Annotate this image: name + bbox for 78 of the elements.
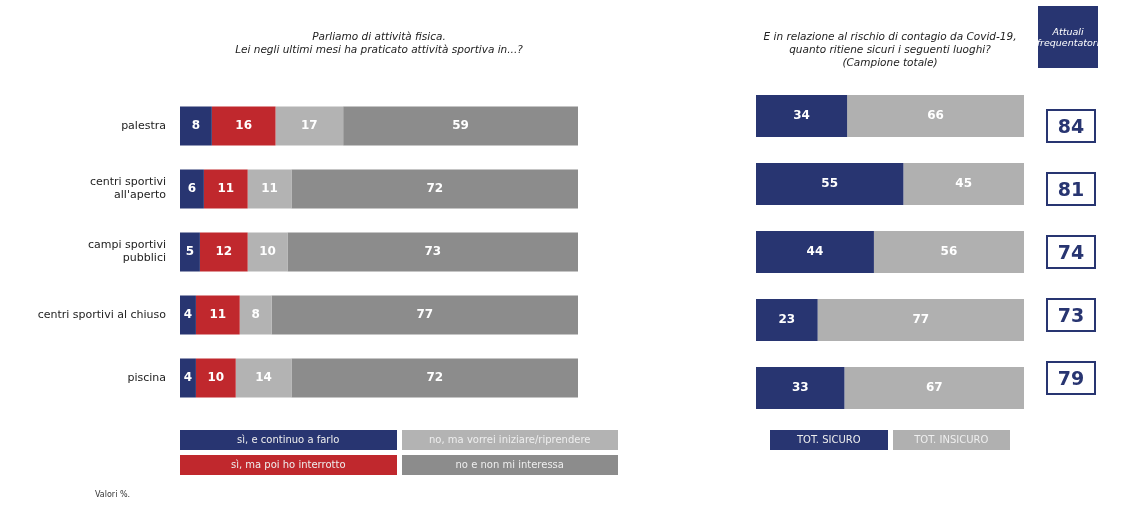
data-label: 4 bbox=[183, 370, 193, 385]
bar bbox=[343, 106, 578, 146]
bar bbox=[211, 106, 276, 146]
bar bbox=[756, 94, 848, 138]
data-label: 72 bbox=[426, 181, 444, 196]
bar bbox=[247, 232, 288, 272]
data-label: 45 bbox=[955, 176, 973, 191]
bar bbox=[180, 232, 200, 272]
data-label: 34 bbox=[793, 108, 810, 123]
data-label: 23 bbox=[778, 312, 796, 327]
chart-title: Parliamo di attività fisica. Lei negli ultimi mesi ha praticato attività sportiva in...? bbox=[234, 30, 524, 56]
data-label: 33 bbox=[791, 380, 809, 395]
text: sì, e continuo a farlo bbox=[180, 430, 397, 450]
y-tick-label: palestra bbox=[121, 118, 166, 132]
data-label: 84 bbox=[1046, 109, 1096, 144]
data-label: 77 bbox=[416, 307, 434, 322]
bar bbox=[247, 169, 292, 209]
bar bbox=[847, 94, 1024, 138]
data-label: 81 bbox=[1046, 172, 1096, 207]
data-label: 8 bbox=[191, 118, 201, 133]
data-label: 6 bbox=[187, 181, 197, 196]
bar bbox=[239, 295, 272, 335]
data-label: 55 bbox=[821, 176, 839, 191]
text: sì, ma poi ho interrotto bbox=[180, 455, 397, 475]
y-tick-label: centri sportivi al chiuso bbox=[37, 307, 167, 321]
data-label: 56 bbox=[940, 244, 958, 259]
data-label: 74 bbox=[1046, 235, 1096, 269]
text: TOT. SICURO bbox=[770, 430, 888, 450]
data-label: 10 bbox=[207, 370, 225, 385]
bar bbox=[203, 169, 248, 209]
text: no e non mi interessa bbox=[401, 455, 618, 475]
data-label: 11 bbox=[209, 307, 227, 322]
bar bbox=[195, 358, 236, 398]
bar bbox=[287, 232, 578, 272]
bar bbox=[180, 358, 196, 398]
data-label: 11 bbox=[261, 181, 278, 196]
bar bbox=[844, 366, 1024, 410]
bar bbox=[873, 230, 1024, 274]
text: Valori %. bbox=[95, 490, 131, 499]
y-tick-label: campi sportivi pubblici bbox=[88, 238, 166, 265]
data-label: 67 bbox=[925, 380, 943, 395]
data-label: 77 bbox=[912, 312, 930, 327]
data-label: 66 bbox=[927, 108, 944, 123]
bar bbox=[195, 295, 240, 335]
data-label: 14 bbox=[255, 370, 272, 385]
y-tick-label: centri sportivi all'aperto bbox=[89, 175, 167, 202]
bar bbox=[756, 162, 904, 206]
bar bbox=[291, 169, 578, 209]
bar bbox=[180, 295, 196, 335]
bar bbox=[756, 366, 845, 410]
data-label: 8 bbox=[251, 307, 260, 322]
text: TOT. INSICURO bbox=[892, 430, 1010, 450]
bar bbox=[756, 230, 874, 274]
bar bbox=[903, 162, 1024, 206]
y-tick-label: piscina bbox=[127, 370, 166, 384]
bar bbox=[275, 106, 344, 146]
data-label: 17 bbox=[301, 118, 318, 133]
chart-title: E in relazione al rischio di contagio da Covid-19, quanto ritiene sicuri i seguenti luoghi? (Campione totale) bbox=[762, 30, 1018, 69]
data-label: 79 bbox=[1046, 360, 1096, 395]
bar bbox=[180, 106, 212, 146]
bar bbox=[235, 358, 292, 398]
data-label: 12 bbox=[215, 244, 233, 259]
bar bbox=[180, 169, 204, 209]
data-label: 16 bbox=[235, 118, 253, 133]
data-label: 44 bbox=[806, 244, 824, 259]
bar bbox=[817, 298, 1024, 342]
data-label: 11 bbox=[217, 181, 235, 196]
bar bbox=[199, 232, 248, 272]
data-label: 59 bbox=[452, 118, 469, 133]
bar bbox=[291, 358, 578, 398]
data-label: 73 bbox=[424, 244, 442, 259]
bar bbox=[756, 298, 818, 342]
data-label: 5 bbox=[185, 244, 195, 259]
data-label: 4 bbox=[183, 307, 193, 322]
data-label: 10 bbox=[259, 244, 276, 259]
data-label: 73 bbox=[1046, 297, 1096, 332]
bar bbox=[271, 295, 578, 335]
data-label: 72 bbox=[426, 370, 444, 385]
